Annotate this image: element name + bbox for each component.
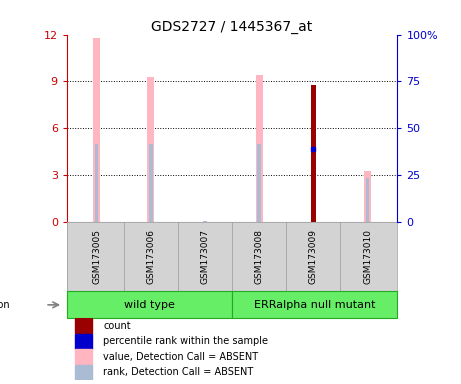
Bar	[75, 318, 92, 333]
Text: genotype/variation: genotype/variation	[0, 300, 10, 310]
Bar	[75, 349, 92, 364]
Text: GSM173010: GSM173010	[363, 229, 372, 284]
Text: GSM173009: GSM173009	[309, 229, 318, 284]
FancyBboxPatch shape	[232, 291, 397, 318]
FancyBboxPatch shape	[67, 291, 232, 318]
Bar	[75, 334, 92, 349]
Title: GDS2727 / 1445367_at: GDS2727 / 1445367_at	[152, 20, 313, 33]
Text: rank, Detection Call = ABSENT: rank, Detection Call = ABSENT	[103, 367, 254, 377]
Bar	[257, 144, 261, 222]
Text: wild type: wild type	[124, 300, 175, 310]
Bar	[256, 75, 263, 222]
Text: percentile rank within the sample: percentile rank within the sample	[103, 336, 268, 346]
Bar	[75, 365, 92, 379]
Bar	[95, 144, 98, 222]
Bar	[148, 77, 154, 222]
Bar	[366, 178, 369, 222]
Text: ERRalpha null mutant: ERRalpha null mutant	[254, 300, 376, 310]
Bar	[149, 144, 153, 222]
Bar	[364, 170, 371, 222]
Text: count: count	[103, 321, 131, 331]
Text: GSM173006: GSM173006	[146, 229, 155, 284]
Text: GSM173005: GSM173005	[92, 229, 101, 284]
Text: GSM173007: GSM173007	[201, 229, 209, 284]
Bar	[311, 84, 316, 222]
Text: GSM173008: GSM173008	[255, 229, 264, 284]
Bar	[93, 38, 100, 222]
Text: value, Detection Call = ABSENT: value, Detection Call = ABSENT	[103, 352, 258, 362]
